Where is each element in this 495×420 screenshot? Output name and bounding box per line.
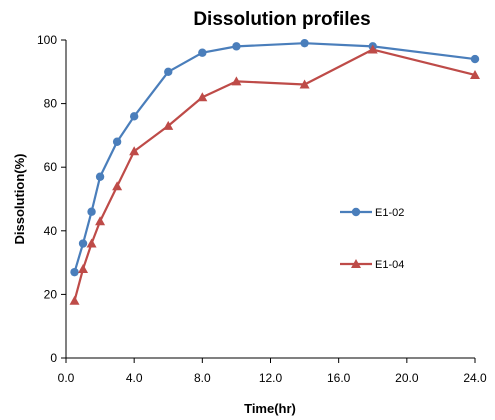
x-tick-label: 8.0 <box>194 371 211 385</box>
x-tick-label: 12.0 <box>259 371 283 385</box>
x-tick-label: 24.0 <box>463 371 487 385</box>
data-point-e1-02 <box>87 207 96 216</box>
x-tick-label: 0.0 <box>58 371 75 385</box>
series-line-e1-02 <box>73 42 476 273</box>
data-point-e1-04 <box>129 146 140 156</box>
data-point-e1-04 <box>163 120 174 130</box>
data-point-e1-04 <box>231 76 242 86</box>
data-point-e1-02 <box>78 239 88 248</box>
y-tick-label: 60 <box>44 160 58 174</box>
y-tick-label: 80 <box>44 97 58 111</box>
data-point-e1-04 <box>112 181 123 191</box>
y-axis-title: Dissolution(%) <box>12 154 27 245</box>
data-point-e1-04 <box>299 79 310 89</box>
data-point-e1-04 <box>367 44 378 54</box>
tick-labels: 0 20 40 60 80 100 0.0 4.0 8.0 12.0 16.0 20.0 24.0 <box>37 33 487 385</box>
legend-label-e1-04: E1-04 <box>375 259 404 271</box>
tick-marks <box>61 39 476 363</box>
y-tick-label: 0 <box>50 351 57 365</box>
data-point-e1-04 <box>95 216 106 226</box>
data-point-e1-04 <box>78 263 89 273</box>
data-series <box>69 38 480 305</box>
data-point-e1-04 <box>86 238 97 248</box>
data-point-e1-04 <box>470 69 480 79</box>
x-tick-label: 16.0 <box>327 371 351 385</box>
series-e1-04 <box>69 44 480 305</box>
data-point-e1-02 <box>112 137 122 146</box>
legend-item-e1-04: E1-04 <box>340 259 404 271</box>
x-axis-title: Time(hr) <box>244 401 296 416</box>
data-point-e1-02 <box>232 42 241 51</box>
y-tick-label: 20 <box>44 287 58 301</box>
data-point-e1-02 <box>198 48 207 57</box>
data-point-e1-04 <box>197 92 208 102</box>
legend-item-e1-02: E1-02 <box>340 207 404 219</box>
data-point-e1-02 <box>70 267 79 277</box>
data-point-e1-04 <box>69 295 80 305</box>
y-tick-label: 40 <box>44 224 58 238</box>
legend-label-e1-02: E1-02 <box>375 207 404 219</box>
series-line-e1-04 <box>73 48 476 302</box>
series-e1-02 <box>70 38 480 277</box>
data-point-e1-02 <box>164 67 173 77</box>
legend-marker-e1-04 <box>351 259 361 268</box>
data-point-e1-02 <box>300 38 309 48</box>
chart-title: Dissolution profiles <box>193 9 370 30</box>
y-tick-label: 100 <box>37 33 57 47</box>
data-point-e1-02 <box>129 112 139 121</box>
legend-marker-e1-02 <box>351 207 361 217</box>
data-point-e1-02 <box>95 172 105 181</box>
axes <box>65 40 475 359</box>
x-tick-label: 20.0 <box>395 371 419 385</box>
data-point-e1-02 <box>470 54 480 64</box>
legend: E1-02 E1-04 <box>340 207 404 271</box>
x-tick-label: 4.0 <box>126 371 143 385</box>
